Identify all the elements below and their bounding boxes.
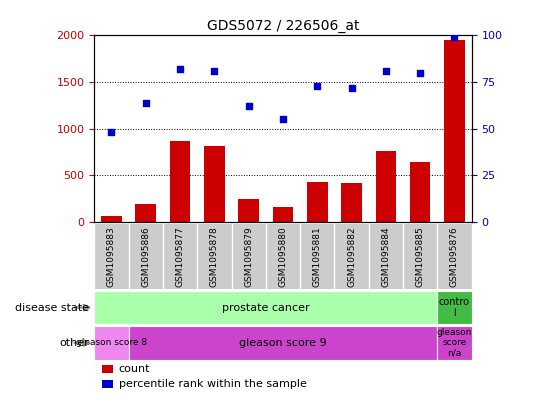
Bar (135, 204, 156, 222)
Bar (129, 326, 437, 360)
Point (279, 116, 287, 123)
Text: GSM1095882: GSM1095882 (347, 226, 356, 286)
Text: GSM1095879: GSM1095879 (244, 226, 253, 287)
Text: count: count (119, 364, 150, 374)
Text: other: other (59, 338, 89, 348)
Bar (94, 326, 129, 360)
Text: GSM1095886: GSM1095886 (141, 226, 150, 287)
Bar (410, 162, 431, 222)
Text: GSM1095877: GSM1095877 (176, 226, 184, 287)
Text: GSM1095883: GSM1095883 (107, 226, 116, 287)
Bar (437, 326, 472, 360)
Bar (444, 40, 465, 222)
Bar (170, 141, 190, 222)
Bar (307, 182, 328, 222)
Point (450, 34, 459, 40)
Point (210, 68, 219, 74)
Text: prostate cancer: prostate cancer (222, 303, 309, 312)
Text: GSM1095885: GSM1095885 (416, 226, 425, 287)
Text: percentile rank within the sample: percentile rank within the sample (119, 379, 307, 389)
Bar (204, 147, 225, 222)
Point (313, 83, 322, 89)
Point (141, 99, 150, 106)
Text: gleason score 8: gleason score 8 (76, 338, 147, 347)
Text: gleason
score
n/a: gleason score n/a (437, 328, 472, 358)
Bar (102, 365, 113, 373)
Bar (102, 380, 113, 388)
Text: GSM1095876: GSM1095876 (450, 226, 459, 287)
Bar (437, 291, 472, 324)
Point (107, 129, 116, 136)
Point (416, 70, 425, 76)
Text: contro
l: contro l (439, 297, 470, 318)
Text: GSM1095878: GSM1095878 (210, 226, 219, 287)
Bar (238, 199, 259, 222)
Point (347, 84, 356, 91)
Title: GDS5072 / 226506_at: GDS5072 / 226506_at (207, 19, 359, 33)
Bar (376, 151, 396, 222)
Text: GSM1095881: GSM1095881 (313, 226, 322, 287)
Bar (273, 207, 293, 222)
Bar (341, 183, 362, 222)
Point (176, 66, 184, 72)
Point (244, 103, 253, 109)
Text: GSM1095880: GSM1095880 (279, 226, 287, 287)
Point (382, 68, 390, 74)
Bar (101, 215, 122, 222)
Text: GSM1095884: GSM1095884 (382, 226, 390, 286)
Text: disease state: disease state (15, 303, 89, 312)
Text: gleason score 9: gleason score 9 (239, 338, 327, 348)
